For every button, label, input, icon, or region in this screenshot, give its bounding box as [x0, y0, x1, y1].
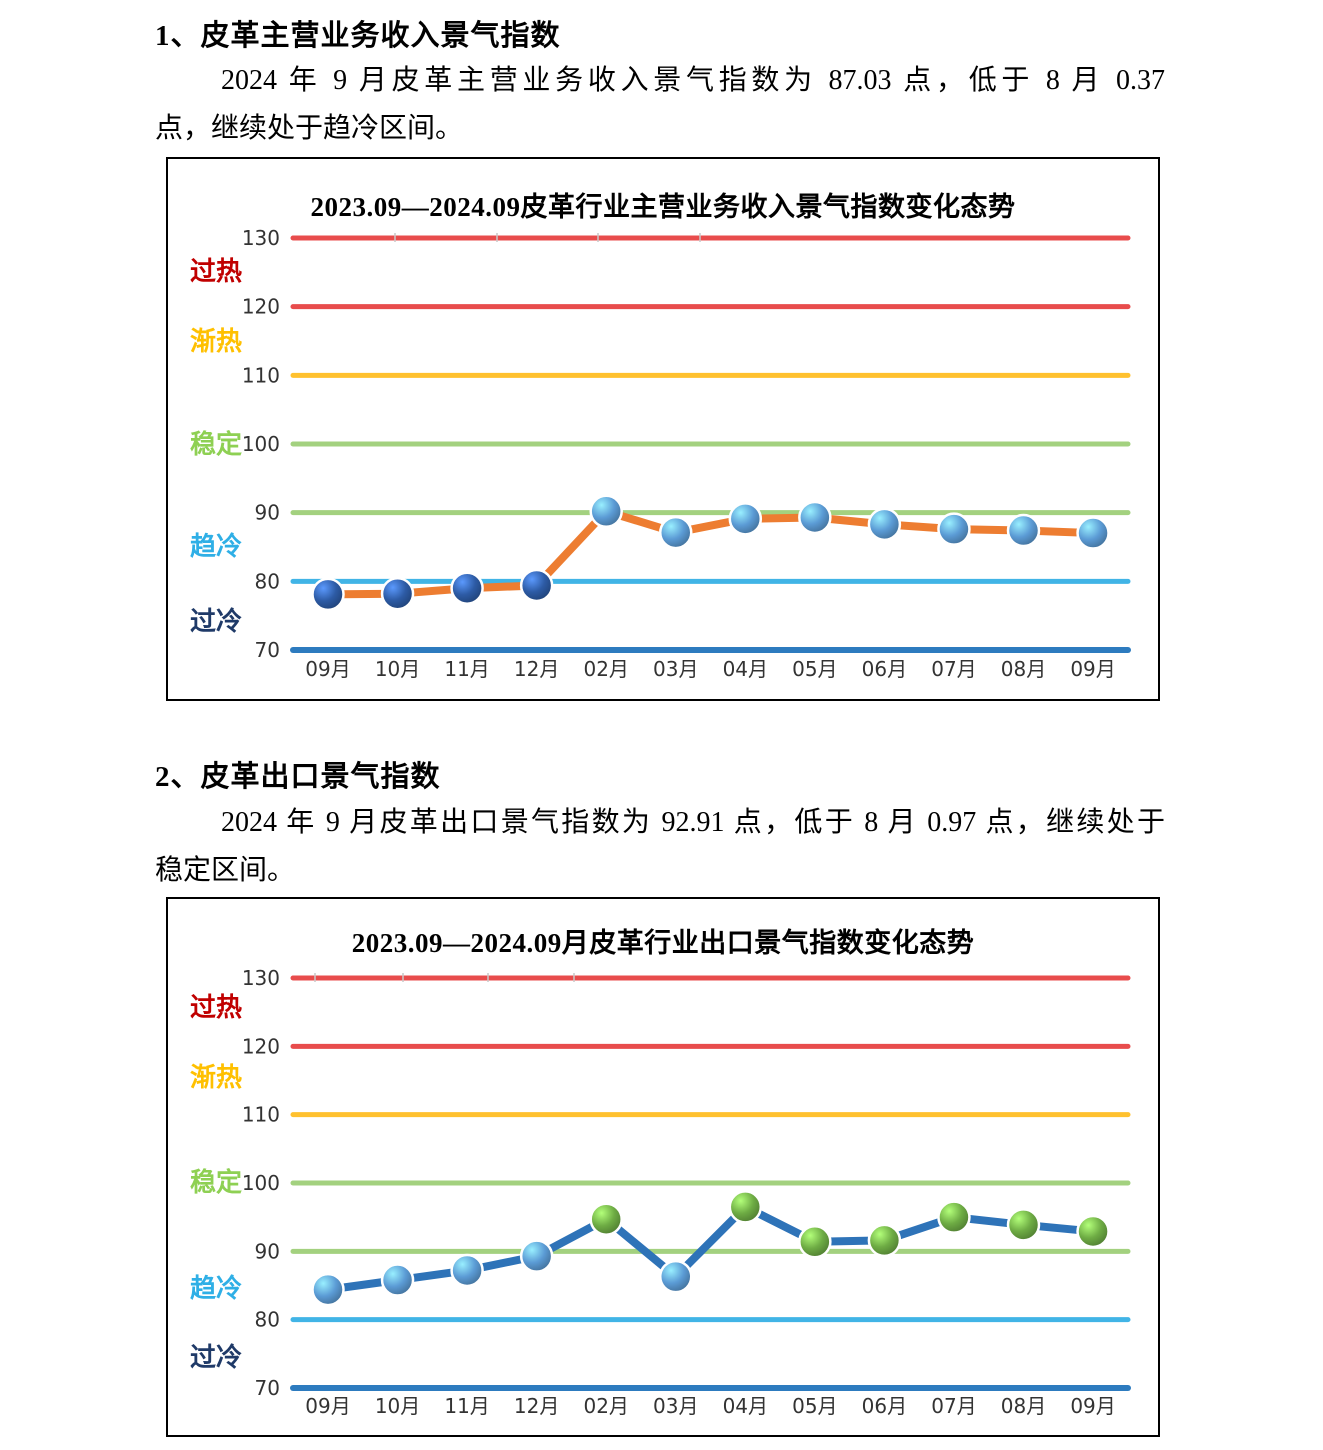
data-line [324, 1202, 1098, 1294]
x-axis-label: 05月 [792, 1394, 837, 1418]
y-axis-tick-80: 80 [255, 1308, 280, 1332]
data-point [728, 1190, 763, 1224]
y-axis-tick-100: 100 [242, 432, 280, 456]
y-axis-tick-90: 90 [255, 501, 280, 525]
export-index-chart: 2023.09—2024.09月皮革行业出口景气指数变化态势 130 120 110… [166, 897, 1160, 1437]
y-axis-tick-130: 130 [242, 226, 280, 250]
x-axis-label: 09月 [1070, 1394, 1115, 1418]
data-point [937, 512, 971, 546]
y-axis-tick-120: 120 [242, 295, 280, 319]
zone-label-5: 过冷 [190, 1342, 242, 1372]
data-point [380, 1263, 415, 1297]
data-point [1006, 1208, 1041, 1242]
zone-label-1: 过热 [190, 257, 242, 286]
x-axis-label: 11月 [444, 657, 489, 681]
section-2-paragraph-line-2: 稳定区间。 [155, 855, 296, 886]
data-point [380, 576, 415, 611]
zone-label-4: 趋冷 [190, 531, 242, 561]
x-axis-label: 05月 [792, 657, 837, 681]
x-axis-label: 07月 [931, 657, 976, 681]
zone-label-5: 过冷 [190, 606, 242, 636]
data-point [1076, 516, 1110, 550]
data-point [311, 1272, 345, 1307]
zone-label-2: 渐热 [190, 1063, 242, 1092]
x-axis-label: 04月 [723, 657, 768, 681]
data-point [589, 1202, 623, 1236]
x-axis-label: 09月 [305, 1394, 350, 1418]
x-axis-label: 03月 [653, 657, 698, 681]
export-chart-title: 2023.09—2024.09月皮革行业出口景气指数变化态势 [351, 928, 975, 958]
y-axis-tick-100: 100 [242, 1171, 280, 1195]
x-axis-label: 08月 [1001, 1394, 1046, 1418]
section-1-paragraph-line-2: 点，继续处于趋冷区间。 [155, 113, 464, 144]
x-axis-label: 08月 [1001, 657, 1046, 681]
revenue-index-chart: 2023.09—2024.09皮革行业主营业务收入景气指数变化态势 130 120… [166, 157, 1160, 701]
data-point [937, 1200, 971, 1234]
zone-label-3: 稳定 [190, 1167, 242, 1197]
y-axis-tick-70: 70 [255, 1376, 280, 1400]
x-axis-label: 07月 [931, 1394, 976, 1418]
section-2-heading: 2、皮革出口景气指数 [155, 761, 441, 793]
data-point [659, 515, 693, 550]
x-axis-label: 10月 [375, 1394, 420, 1418]
data-point [867, 1223, 902, 1258]
x-axis-label: 02月 [583, 1394, 628, 1418]
zone-label-1: 过热 [190, 993, 242, 1022]
data-point [450, 571, 484, 605]
data-point [450, 1253, 484, 1288]
x-axis-label: 12月 [514, 657, 559, 681]
x-axis-label: 10月 [375, 657, 420, 681]
x-axis-label: 02月 [583, 657, 628, 681]
revenue-chart-title: 2023.09—2024.09皮革行业主营业务收入景气指数变化态势 [310, 192, 1016, 222]
data-point [867, 507, 902, 542]
section-2-paragraph-line-1: 2024 年 9 月皮革出口景气指数为 92.91 点，低于 8 月 0.97 … [221, 807, 1165, 838]
x-axis-label: 12月 [514, 1394, 559, 1418]
zone-label-3: 稳定 [190, 429, 242, 459]
zone-label-4: 趋冷 [190, 1273, 242, 1303]
data-point [1006, 513, 1041, 548]
data-point [589, 494, 623, 529]
data-point [519, 1239, 554, 1273]
data-point [311, 577, 345, 612]
y-axis-tick-70: 70 [255, 638, 280, 662]
y-axis-tick-110: 110 [242, 363, 280, 387]
x-axis-label: 09月 [305, 657, 350, 681]
data-point [798, 500, 832, 535]
data-point [798, 1225, 832, 1259]
section-1-heading: 1、皮革主营业务收入景气指数 [155, 20, 561, 52]
y-axis-tick-110: 110 [242, 1103, 280, 1127]
x-axis-label: 09月 [1070, 657, 1115, 681]
data-point [1076, 1214, 1110, 1249]
y-axis-tick-120: 120 [242, 1034, 280, 1058]
x-axis-label: 04月 [723, 1394, 768, 1418]
y-axis-tick-80: 80 [255, 569, 280, 593]
section-1-paragraph-line-1: 2024 年 9 月皮革主营业务收入景气指数为 87.03 点，低于 8 月 0… [221, 65, 1165, 96]
y-axis-tick-90: 90 [255, 1239, 280, 1263]
data-point [519, 568, 554, 603]
y-axis-tick-130: 130 [242, 966, 280, 990]
data-point [728, 502, 763, 536]
x-axis-label: 11月 [444, 1394, 489, 1418]
x-axis-label: 03月 [653, 1394, 698, 1418]
x-axis-label: 06月 [862, 657, 907, 681]
x-axis-label: 06月 [862, 1394, 907, 1418]
data-point [659, 1259, 693, 1294]
zone-label-2: 渐热 [190, 327, 242, 356]
